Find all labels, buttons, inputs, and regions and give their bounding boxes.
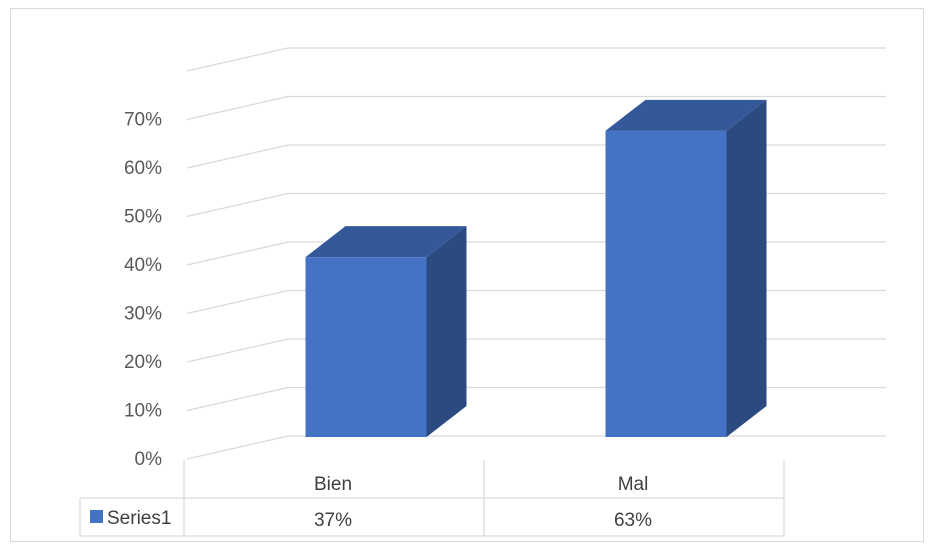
y-tick-label: 70% [124, 110, 162, 131]
y-tick-label: 60% [124, 158, 162, 179]
gridline-side [186, 289, 289, 315]
y-axis-ticks: 0% 10% 20% 30% 40% 50% 60% 70% [124, 110, 162, 471]
gridline-side [186, 241, 289, 266]
bar-front [305, 257, 427, 437]
gridlines [186, 47, 886, 460]
y-tick-label: 10% [124, 401, 162, 422]
gridline-side [186, 47, 289, 72]
data-label: 63% [614, 510, 652, 531]
y-tick-label: 40% [124, 255, 162, 276]
gridline-side [186, 144, 289, 169]
category-label-mal: Mal [618, 474, 649, 495]
data-label: 37% [314, 510, 352, 531]
bar-top [305, 226, 467, 258]
bar-front [605, 130, 727, 437]
bar-top [605, 99, 767, 131]
category-label-bien: Bien [314, 474, 352, 495]
bar-bien [305, 226, 467, 437]
bar-side [426, 226, 467, 437]
gridline-side [186, 386, 289, 412]
data-table: Bien Mal Series1 37% 63% [79, 460, 785, 537]
gridline-side [186, 435, 289, 460]
category-label: Mal [618, 474, 649, 495]
gridline-side [186, 95, 289, 121]
category-label: Bien [314, 474, 352, 495]
y-tick-label: 20% [124, 352, 162, 373]
bar-side [726, 99, 767, 437]
y-tick-label: 30% [124, 304, 162, 325]
y-tick-label: 50% [124, 207, 162, 228]
bars [305, 99, 767, 437]
y-tick-label: 0% [135, 449, 163, 470]
legend-series-name: Series1 [107, 508, 171, 529]
gridline-side [186, 192, 289, 218]
bar-mal [605, 99, 767, 437]
legend-key [90, 510, 103, 523]
gridline-side [186, 338, 289, 363]
